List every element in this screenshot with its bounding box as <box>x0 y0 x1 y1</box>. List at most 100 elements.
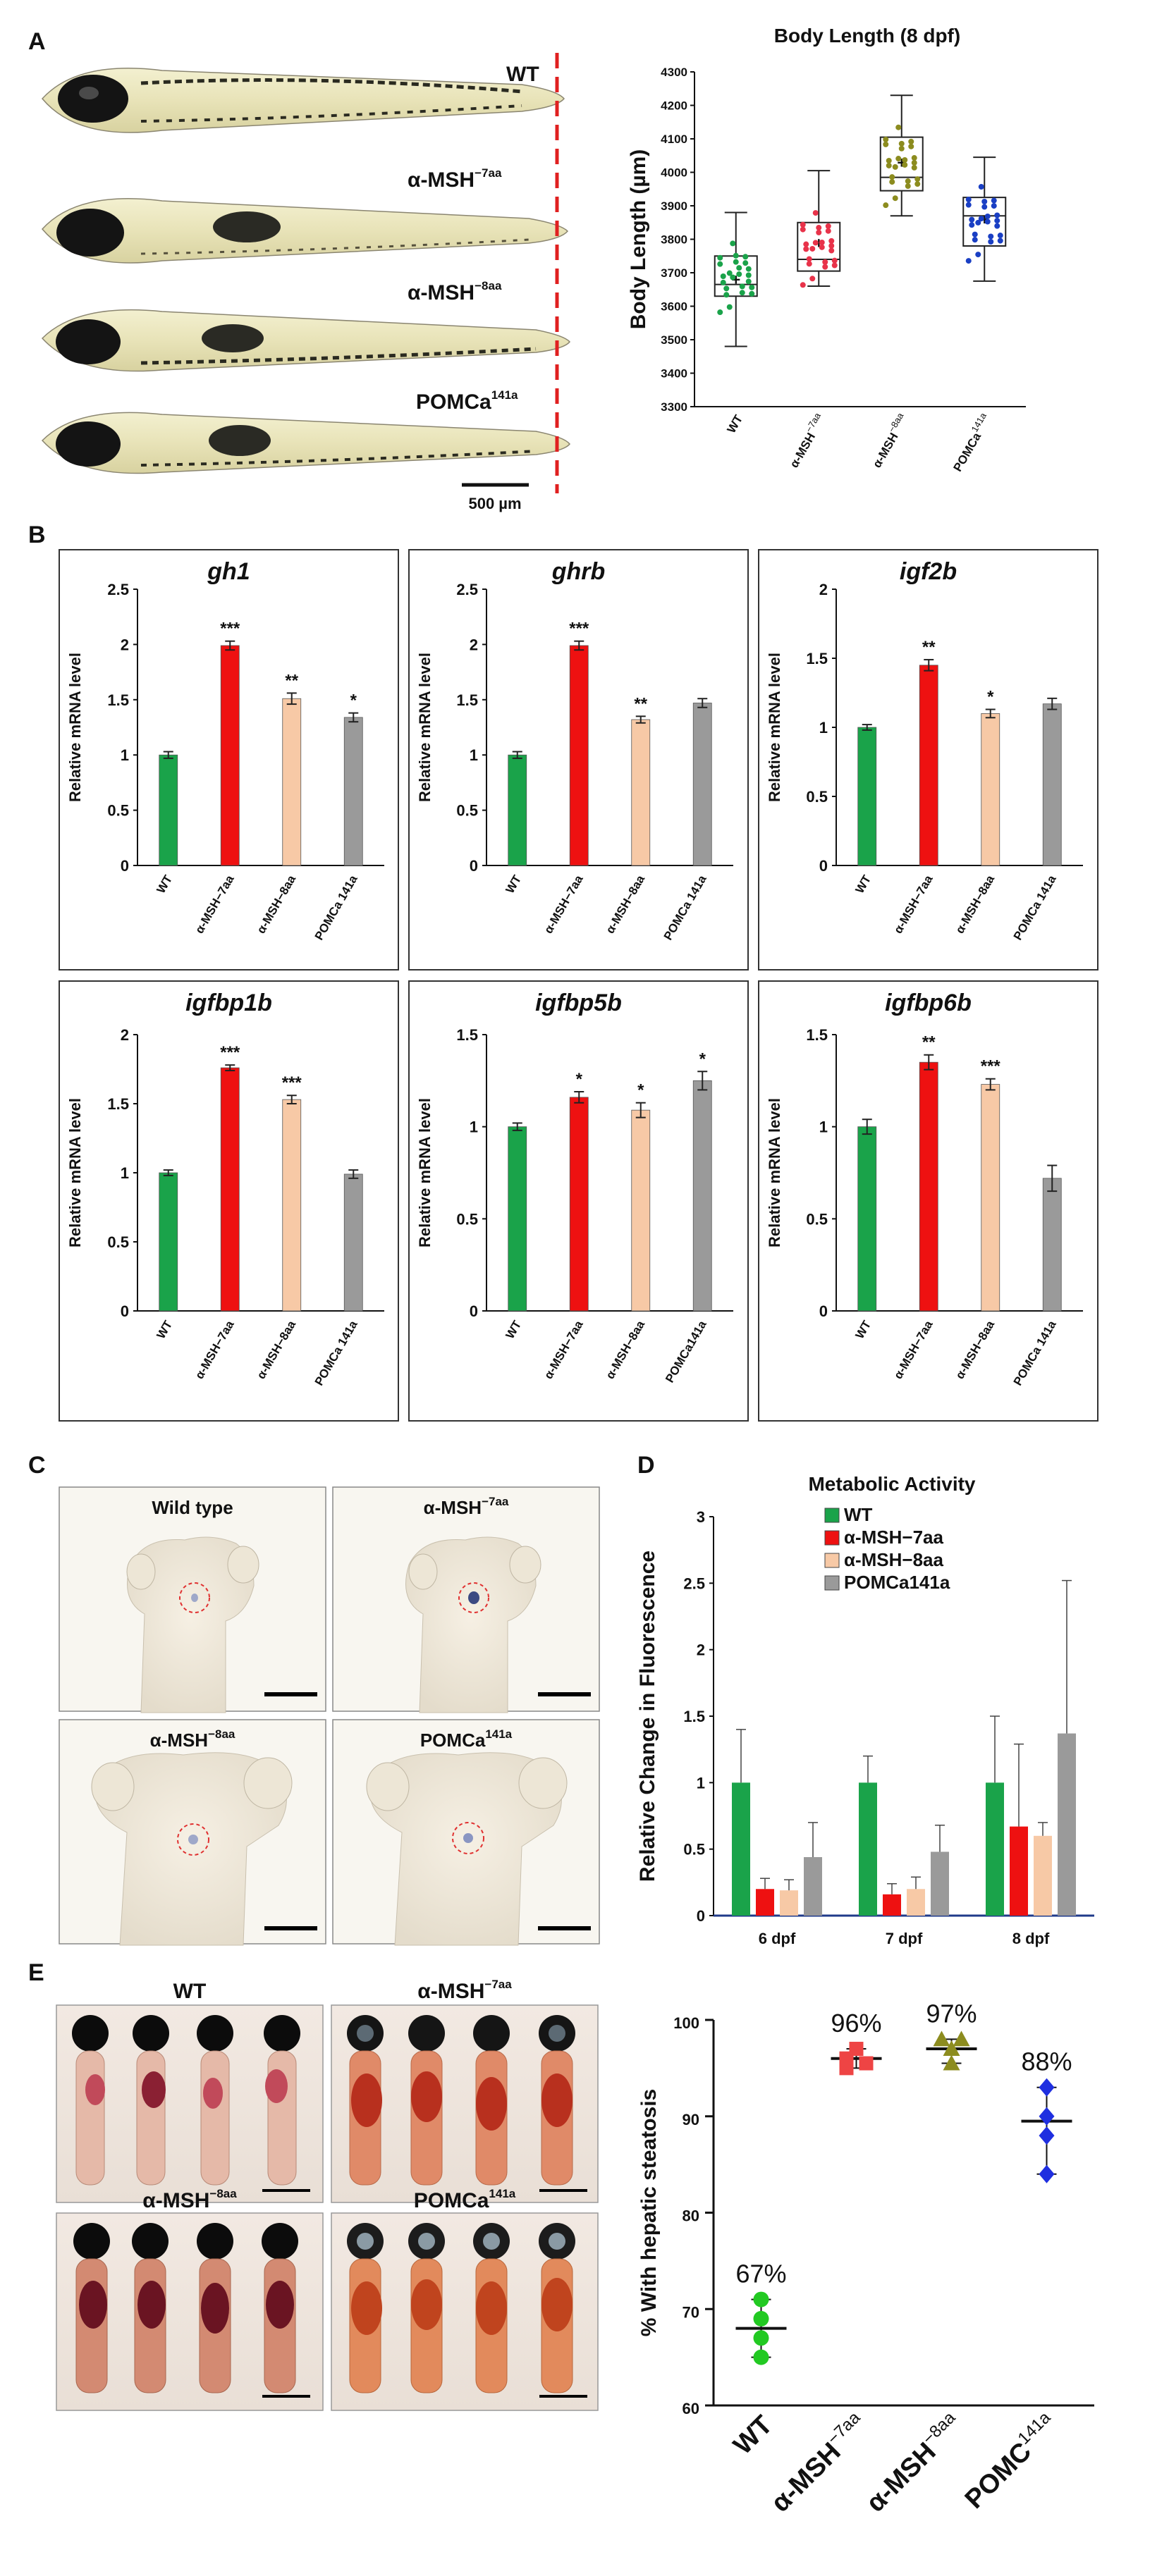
bar <box>931 1851 949 1916</box>
y-axis-label: Relative mRNA level <box>66 1098 84 1247</box>
data-point <box>831 257 838 264</box>
data-point <box>981 198 988 204</box>
y-tick-label: 90 <box>683 2111 699 2128</box>
data-point <box>803 241 809 247</box>
stain-image-wt <box>59 1486 326 1713</box>
data-point <box>753 2330 769 2346</box>
significance-label: *** <box>569 620 589 639</box>
significance-label: * <box>637 1081 644 1100</box>
y-tick-label: 1.5 <box>683 1708 705 1725</box>
data-point <box>975 219 981 226</box>
data-point <box>965 258 972 264</box>
liver-image-pomc <box>331 2212 599 2411</box>
data-point <box>975 252 981 258</box>
bar <box>981 713 1000 866</box>
y-tick-label: 1.5 <box>806 1026 828 1044</box>
data-point <box>828 242 835 249</box>
liver-label-pomc: POMCa141a <box>414 2187 516 2212</box>
bar <box>569 645 589 866</box>
panel-label-a: A <box>28 28 46 55</box>
data-point <box>816 229 822 235</box>
data-point <box>726 270 733 276</box>
data-point <box>816 225 822 231</box>
x-tick-label: WT <box>725 412 746 436</box>
larva-image-m8 <box>41 309 570 372</box>
y-tick-label: 1 <box>121 746 129 764</box>
chart-title: Metabolic Activity <box>808 1473 975 1495</box>
data-point <box>883 136 889 142</box>
data-point <box>895 124 902 130</box>
data-point <box>753 2349 769 2365</box>
data-point <box>892 164 898 170</box>
data-point <box>849 2042 864 2057</box>
legend-swatch <box>824 1553 840 1568</box>
y-axis-label: Relative mRNA level <box>766 653 783 802</box>
data-point <box>717 309 723 316</box>
scale-bar-label: 500 µm <box>468 495 521 512</box>
y-tick-label: 1.5 <box>107 691 129 709</box>
data-point <box>736 271 742 278</box>
y-tick-label: 1 <box>819 719 828 737</box>
significance-label: * <box>350 691 357 710</box>
data-point <box>972 231 978 238</box>
x-tick-label: 8 dpf <box>1012 1930 1050 1947</box>
stain-image-pomc <box>332 1719 600 1946</box>
data-point <box>730 274 736 281</box>
bar <box>732 1782 750 1916</box>
bar <box>220 645 240 866</box>
data-point <box>892 195 898 202</box>
data-point <box>733 259 739 265</box>
larva-label-m8: α-MSH−8aa <box>408 279 502 304</box>
bar <box>282 1099 302 1312</box>
bar <box>780 1890 798 1916</box>
y-tick-label: 70 <box>683 2303 699 2321</box>
y-tick-label: 3500 <box>661 333 687 347</box>
x-tick-label: POMC141a <box>957 2408 1064 2514</box>
data-point <box>742 260 749 266</box>
data-point <box>723 292 730 298</box>
y-tick-label: 3600 <box>661 300 687 314</box>
chart-title: gh1 <box>207 558 250 585</box>
data-point <box>717 261 723 267</box>
x-tick-label: α-MSH−8aa <box>859 2408 969 2518</box>
y-tick-label: 1.5 <box>456 691 478 709</box>
data-point <box>965 202 972 208</box>
bar <box>857 727 877 866</box>
data-point <box>1039 2164 1055 2183</box>
y-tick-label: 0 <box>819 1302 828 1320</box>
data-point <box>1039 2078 1055 2097</box>
bar <box>919 665 938 866</box>
y-tick-label: 2 <box>121 636 129 653</box>
y-tick-label: 2.5 <box>683 1574 705 1592</box>
data-point <box>733 252 739 259</box>
data-point <box>883 202 889 209</box>
data-point <box>730 240 736 247</box>
data-point <box>809 245 816 252</box>
data-point <box>1039 2107 1055 2126</box>
y-tick-label: 3300 <box>661 400 687 414</box>
bar <box>631 719 651 866</box>
legend-label: WT <box>844 1504 873 1525</box>
y-tick-label: 4300 <box>661 66 687 79</box>
significance-label: * <box>576 1070 583 1089</box>
chart-metabolic-activity: Metabolic Activity 0 0.5 1 1.5 2 2.5 3 Relative … <box>636 1473 1094 1947</box>
data-point <box>908 143 914 149</box>
data-point <box>828 247 835 254</box>
y-tick-label: 0 <box>819 857 828 875</box>
data-point <box>723 285 730 292</box>
data-point <box>997 233 1003 239</box>
y-tick-label: 0 <box>121 857 129 875</box>
panel-a-larva-images <box>28 53 585 493</box>
data-point <box>911 155 917 161</box>
data-point <box>911 159 917 166</box>
liver-image-wt <box>56 2004 324 2203</box>
data-point <box>819 239 825 245</box>
significance-label: *** <box>220 620 240 639</box>
data-point <box>800 226 806 233</box>
data-point <box>978 184 984 190</box>
x-tick-label: 7 dpf <box>886 1930 923 1947</box>
